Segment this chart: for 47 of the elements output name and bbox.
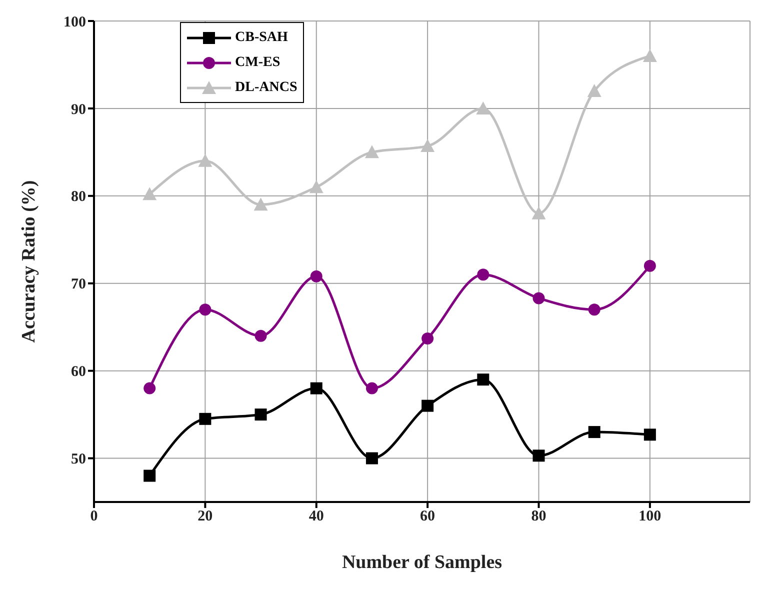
y-tick-label: 60 — [71, 364, 86, 380]
legend-label: CB-SAH — [235, 30, 288, 46]
point — [254, 330, 267, 342]
point — [420, 139, 435, 152]
point — [366, 382, 378, 394]
point — [199, 412, 212, 425]
point — [366, 452, 378, 464]
point — [532, 292, 545, 304]
x-tick-label: 80 — [531, 508, 546, 525]
point — [310, 382, 322, 394]
point — [422, 332, 434, 344]
x-axis-title: Number of Samples — [342, 552, 502, 573]
point — [142, 187, 157, 200]
point — [477, 374, 490, 386]
point — [644, 260, 656, 272]
point — [422, 400, 434, 412]
x-tick-label: 100 — [638, 508, 662, 525]
point — [254, 408, 267, 421]
legend-label: DL-ANCS — [235, 80, 298, 96]
point — [144, 382, 156, 394]
point — [477, 268, 490, 281]
y-tick-label: 80 — [71, 189, 86, 206]
y-tick-label: 50 — [71, 452, 86, 468]
legend-label: CM-ES — [235, 54, 280, 70]
point — [254, 198, 268, 211]
point — [199, 304, 212, 316]
x-tick-label: 20 — [198, 508, 213, 525]
point — [476, 101, 490, 114]
x-tick-label: 60 — [420, 508, 436, 525]
point — [364, 145, 379, 158]
y-tick-label: 70 — [71, 276, 86, 293]
point — [587, 84, 602, 97]
point — [198, 154, 212, 167]
point — [309, 180, 324, 194]
y-axis-title: Accuracy Ratio (%) — [18, 180, 40, 343]
y-tick-label: 100 — [64, 14, 86, 30]
x-tick-label: 40 — [308, 508, 324, 525]
point — [588, 426, 600, 438]
y-tick-label: 90 — [71, 102, 86, 118]
point — [532, 450, 545, 462]
point — [532, 206, 546, 220]
point — [310, 270, 322, 282]
x-tick-label: 0 — [90, 508, 98, 525]
point — [644, 428, 656, 441]
point — [144, 470, 156, 482]
point — [642, 48, 657, 62]
point — [588, 304, 600, 316]
